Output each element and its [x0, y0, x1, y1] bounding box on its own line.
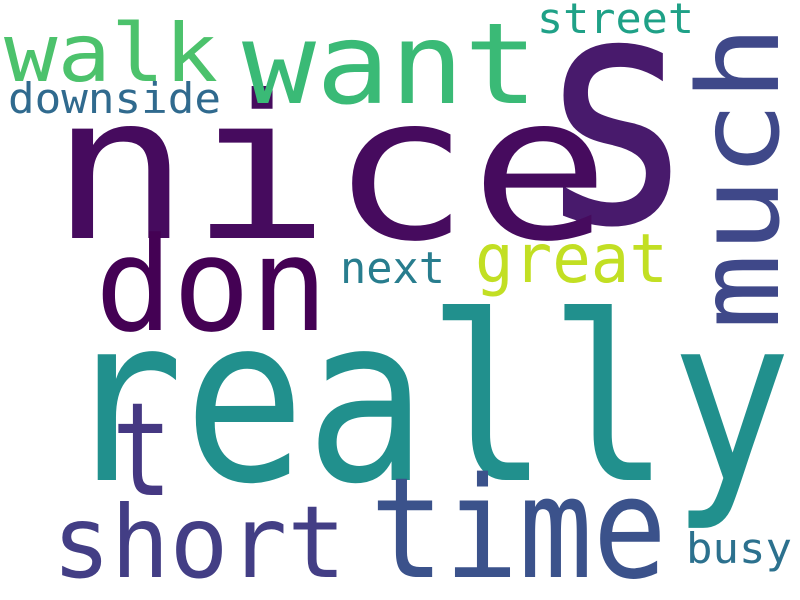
word-nice: nice	[50, 53, 610, 286]
word-street: street	[537, 0, 694, 43]
word-want: want	[242, 0, 538, 130]
word-don: don	[95, 209, 328, 361]
word-busy: busy	[686, 524, 792, 573]
word-much: much	[675, 25, 800, 330]
word-next: next	[340, 243, 445, 294]
word-great: great	[475, 220, 668, 299]
word-walk: walk	[4, 7, 218, 100]
word-t: t	[112, 374, 172, 526]
word-short: short	[52, 484, 346, 600]
word-time: time	[370, 448, 667, 600]
word-downside: downside	[8, 74, 221, 123]
word-really: really	[62, 268, 792, 535]
word-s: s	[535, 0, 697, 298]
